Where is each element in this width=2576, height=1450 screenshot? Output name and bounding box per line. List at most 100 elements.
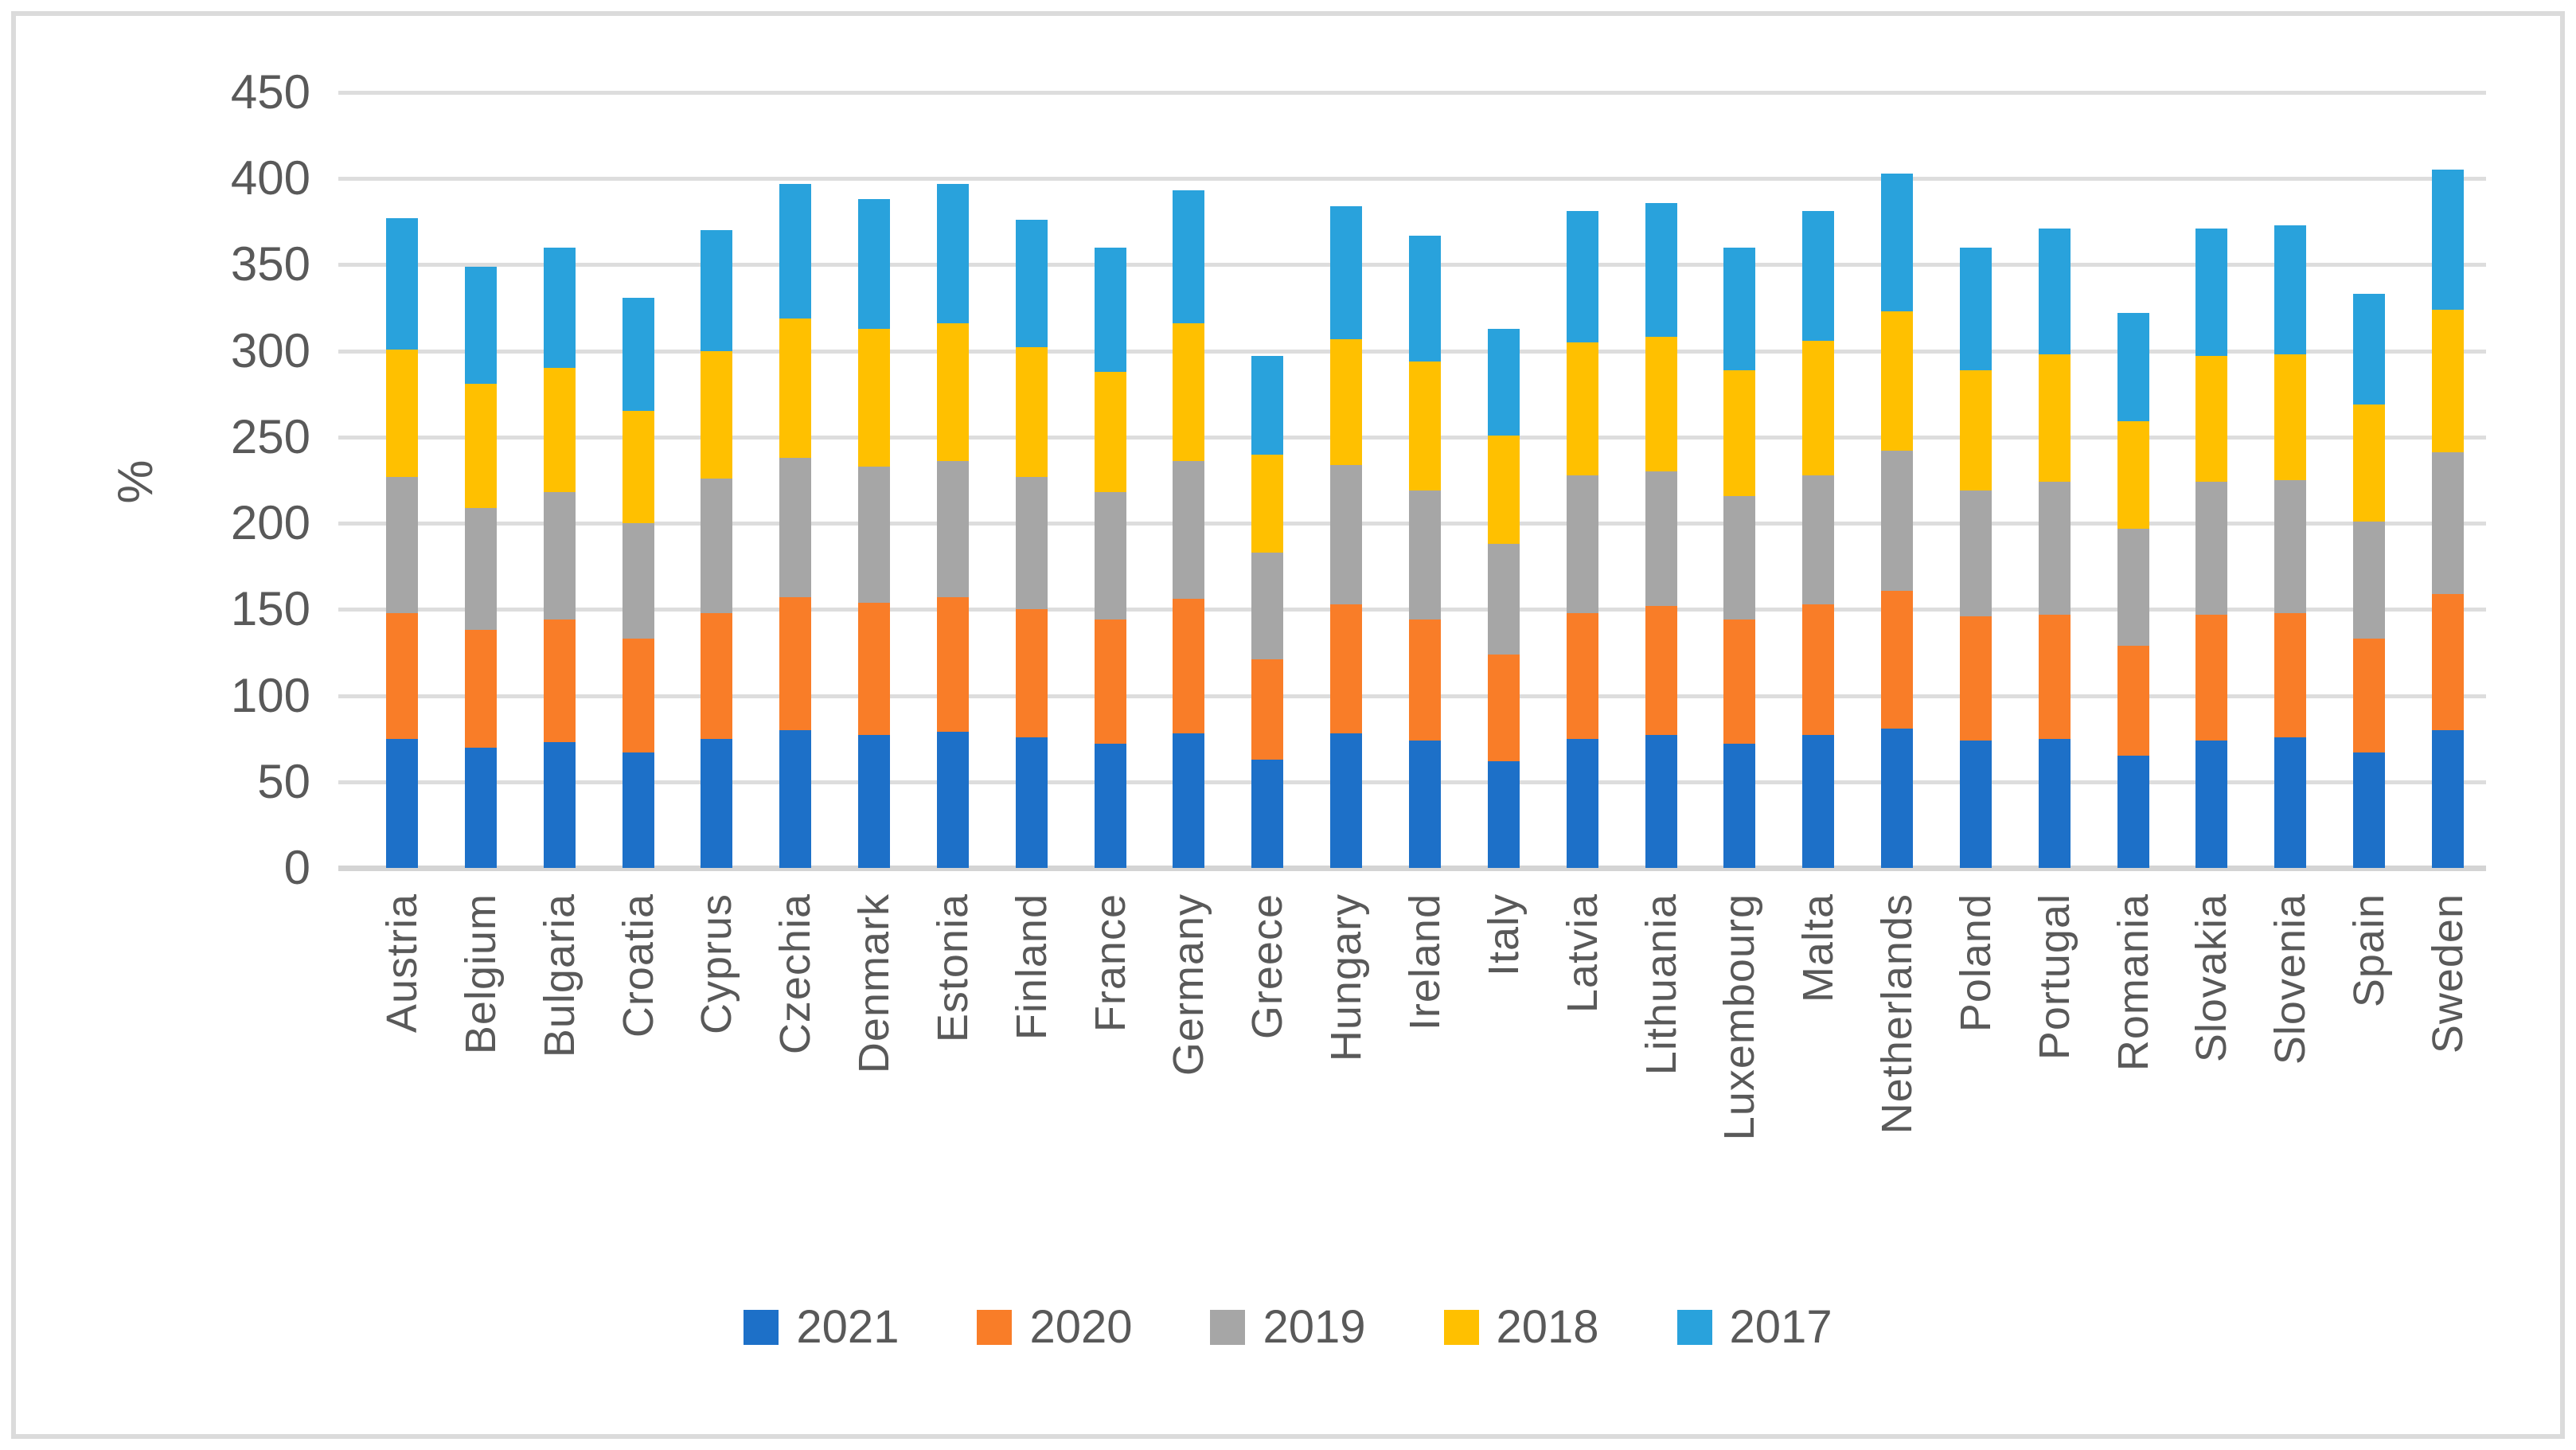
bar-stack-slovakia xyxy=(2195,229,2228,868)
bar-stack-poland xyxy=(1959,247,1992,868)
x-category-label: Netherlands xyxy=(1873,893,1921,1339)
bar-segment-2021 xyxy=(543,742,576,868)
bar-segment-2018 xyxy=(1959,369,1992,491)
bar-segment-2018 xyxy=(464,383,497,508)
x-category-label-text: Slovenia xyxy=(2266,893,2315,1065)
legend-swatch-2019 xyxy=(1210,1310,1246,1345)
bar-segment-2019 xyxy=(543,492,576,620)
bar-segment-2021 xyxy=(779,729,812,868)
legend-swatch-2020 xyxy=(977,1310,1013,1345)
x-category-label: Latvia xyxy=(1559,893,1606,1339)
x-category-label: Spain xyxy=(2345,893,2393,1339)
bar-segment-2021 xyxy=(1723,744,1756,868)
x-category-label-text: Lithuania xyxy=(1637,893,1685,1076)
x-category-label-text: Estonia xyxy=(928,893,977,1043)
bar-stack-germany xyxy=(1173,190,1205,868)
x-category-label-text: Spain xyxy=(2345,893,2394,1008)
bar-segment-2017 xyxy=(2274,225,2307,355)
x-category-label: France xyxy=(1087,893,1134,1339)
bar-segment-2017 xyxy=(2195,229,2228,357)
bar-segment-2019 xyxy=(1881,451,1914,591)
bar-segment-2018 xyxy=(1094,371,1126,493)
bar-segment-2020 xyxy=(858,602,891,736)
bar-segment-2021 xyxy=(1959,740,1992,868)
bar-stack-romania xyxy=(2117,313,2149,868)
x-category-label-text: Latvia xyxy=(1558,893,1606,1014)
x-category-label: Estonia xyxy=(929,893,977,1339)
bar-segment-2019 xyxy=(2432,452,2464,594)
x-category-label-text: France xyxy=(1086,893,1134,1033)
bar-segment-2017 xyxy=(1173,190,1205,324)
bar-stack-latvia xyxy=(1566,211,1598,868)
bar-segment-2020 xyxy=(1015,609,1048,737)
bar-segment-2020 xyxy=(1094,619,1126,745)
gridline xyxy=(338,91,2486,95)
legend-swatch-2018 xyxy=(1443,1310,1479,1345)
bar-segment-2021 xyxy=(1094,744,1126,868)
x-category-label-text: Bulgaria xyxy=(535,893,584,1058)
bar-segment-2019 xyxy=(1487,544,1520,655)
y-tick-label: 0 xyxy=(283,841,310,894)
x-category-label-text: Austria xyxy=(378,893,426,1034)
bar-segment-2019 xyxy=(2038,482,2071,615)
bar-stack-france xyxy=(1094,247,1126,868)
bar-segment-2020 xyxy=(1645,606,1677,736)
bar-segment-2018 xyxy=(2274,354,2307,481)
x-category-label-text: Denmark xyxy=(850,893,899,1074)
x-category-label-text: Ireland xyxy=(1401,893,1449,1031)
bar-segment-2021 xyxy=(858,735,891,868)
bar-segment-2021 xyxy=(1802,735,1835,868)
bar-segment-2021 xyxy=(701,738,733,868)
legend-swatch-2021 xyxy=(744,1310,779,1345)
x-category-label: Finland xyxy=(1008,893,1056,1339)
bar-segment-2017 xyxy=(464,266,497,384)
bar-stack-slovenia xyxy=(2274,225,2307,868)
bar-segment-2017 xyxy=(1802,211,1835,341)
bar-segment-2017 xyxy=(779,183,812,319)
bar-segment-2018 xyxy=(701,350,733,479)
x-category-label-text: Luxembourg xyxy=(1715,893,1764,1141)
bar-segment-2017 xyxy=(858,199,891,329)
y-tick-label: 450 xyxy=(230,65,310,119)
bar-segment-2020 xyxy=(464,630,497,748)
bar-stack-cyprus xyxy=(701,230,733,868)
bar-segment-2018 xyxy=(1487,435,1520,545)
bar-segment-2017 xyxy=(1330,205,1363,339)
bar-segment-2018 xyxy=(1723,369,1756,496)
bar-segment-2019 xyxy=(1959,490,1992,617)
bar-segment-2017 xyxy=(1566,211,1598,342)
x-category-label-text: Italy xyxy=(1479,893,1528,977)
legend-label: 2018 xyxy=(1496,1301,1599,1353)
y-tick-label: 350 xyxy=(230,237,310,291)
bar-stack-ireland xyxy=(1409,235,1441,868)
bar-segment-2020 xyxy=(1330,604,1363,734)
x-category-label-text: Netherlands xyxy=(1873,893,1922,1135)
x-category-label-text: Finland xyxy=(1007,893,1056,1041)
bar-segment-2017 xyxy=(622,297,654,412)
x-category-label-text: Malta xyxy=(1794,893,1843,1003)
bar-segment-2017 xyxy=(2038,229,2071,355)
bar-segment-2019 xyxy=(858,466,891,603)
x-category-label-text: Romania xyxy=(2109,893,2157,1072)
bar-segment-2020 xyxy=(622,639,654,752)
bar-segment-2018 xyxy=(543,368,576,493)
bar-segment-2019 xyxy=(622,523,654,639)
bar-stack-luxembourg xyxy=(1723,247,1756,868)
x-category-label: Slovakia xyxy=(2188,893,2235,1339)
bar-segment-2018 xyxy=(779,318,812,458)
bar-segment-2017 xyxy=(1094,247,1126,372)
x-category-label: Ireland xyxy=(1401,893,1449,1339)
bar-segment-2019 xyxy=(936,461,969,598)
bar-segment-2020 xyxy=(1802,604,1835,736)
bar-segment-2019 xyxy=(464,507,497,631)
y-tick-label: 150 xyxy=(230,582,310,636)
bar-segment-2019 xyxy=(1015,476,1048,610)
bar-segment-2018 xyxy=(936,323,969,462)
bar-segment-2019 xyxy=(1645,471,1677,607)
x-category-label: Italy xyxy=(1480,893,1528,1339)
x-category-label-text: Hungary xyxy=(1322,893,1371,1062)
bar-stack-spain xyxy=(2353,294,2386,868)
bar-segment-2021 xyxy=(1645,735,1677,868)
bar-stack-denmark xyxy=(858,199,891,868)
